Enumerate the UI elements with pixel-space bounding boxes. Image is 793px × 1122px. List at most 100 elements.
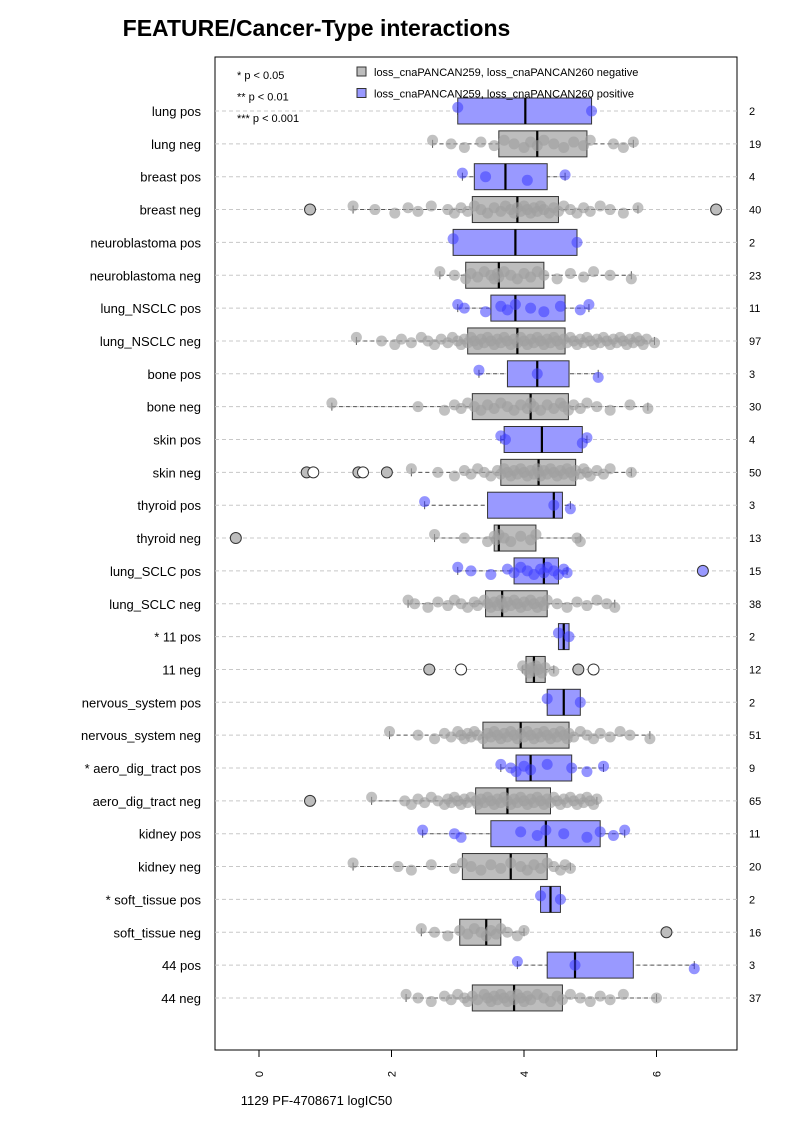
row-label: * aero_dig_tract pos — [85, 761, 202, 776]
data-point — [591, 594, 603, 606]
outlier-point — [587, 663, 600, 676]
data-point — [458, 532, 470, 544]
data-point — [574, 992, 586, 1004]
data-point — [480, 171, 492, 183]
row-count: 19 — [749, 139, 761, 151]
legend-group-label: loss_cnaPANCAN259, loss_cnaPANCAN260 pos… — [374, 89, 634, 101]
data-point — [688, 963, 700, 975]
data-point — [509, 299, 521, 310]
row-count: 12 — [749, 664, 761, 676]
data-point — [495, 862, 507, 874]
data-point — [619, 824, 631, 836]
data-point — [541, 594, 553, 606]
legend-significance: ** p < 0.01 — [237, 92, 289, 104]
row-label: lung neg — [151, 137, 201, 152]
data-point — [551, 598, 563, 610]
row-label: skin pos — [153, 433, 201, 448]
data-point — [405, 864, 417, 876]
data-point — [384, 726, 396, 738]
row-label: thyroid pos — [137, 498, 201, 513]
row-label: aero_dig_tract neg — [93, 794, 201, 809]
data-point — [625, 273, 637, 285]
row-count: 2 — [749, 697, 755, 709]
data-point — [350, 331, 362, 343]
data-point — [452, 101, 464, 113]
data-point — [581, 766, 593, 778]
data-point — [432, 466, 444, 478]
row-label: thyroid neg — [137, 531, 201, 546]
row-label: neuroblastoma pos — [90, 235, 201, 250]
data-point — [347, 200, 359, 212]
data-point — [559, 169, 571, 181]
data-point — [475, 136, 487, 148]
data-point — [427, 134, 439, 146]
data-point — [429, 733, 441, 745]
data-point — [558, 828, 570, 840]
data-point — [456, 167, 468, 179]
legend-significance: * p < 0.05 — [237, 70, 284, 82]
data-point — [458, 141, 470, 153]
outlier-point — [696, 564, 709, 577]
data-point — [594, 826, 606, 838]
data-point — [594, 990, 606, 1002]
data-point — [525, 764, 537, 776]
x-tick-label: 6 — [652, 1071, 664, 1077]
row-label: lung_SCLC pos — [110, 564, 202, 579]
data-point — [395, 333, 407, 345]
row-label: lung_SCLC neg — [109, 597, 201, 612]
row-count: 4 — [749, 172, 755, 184]
data-point — [574, 304, 586, 316]
data-point — [554, 300, 566, 312]
data-point — [415, 923, 427, 935]
data-point — [402, 202, 414, 214]
data-point — [518, 924, 530, 936]
data-point — [455, 831, 467, 843]
data-point — [541, 693, 553, 705]
row-count: 2 — [749, 894, 755, 906]
data-point — [568, 136, 580, 148]
x-tick-label: 4 — [519, 1071, 531, 1077]
data-point — [510, 766, 522, 778]
data-point — [574, 536, 586, 548]
row-count: 97 — [749, 336, 761, 348]
data-point — [563, 631, 575, 643]
data-point — [624, 399, 636, 411]
legend-group-label: loss_cnaPANCAN259, loss_cnaPANCAN260 neg… — [374, 67, 638, 79]
data-point — [571, 236, 583, 248]
data-point — [485, 569, 497, 580]
data-point — [558, 141, 570, 153]
row-count: 3 — [749, 960, 755, 972]
data-point — [617, 988, 629, 1000]
data-point — [604, 204, 616, 216]
box — [503, 426, 583, 453]
row-count: 50 — [749, 467, 761, 479]
row-label: breast pos — [140, 170, 201, 185]
row-label: 11 neg — [162, 662, 201, 677]
row-count: 40 — [749, 205, 761, 217]
data-point — [458, 302, 470, 314]
row-count: 11 — [749, 303, 760, 315]
data-point — [594, 200, 606, 212]
data-point — [505, 857, 517, 869]
row-label: nervous_system neg — [81, 728, 201, 743]
outlier-point — [357, 466, 370, 479]
data-point — [405, 337, 417, 349]
data-point — [604, 269, 616, 281]
data-point — [412, 729, 424, 741]
data-point — [473, 364, 485, 376]
data-point — [412, 205, 424, 217]
data-point — [581, 397, 593, 409]
data-point — [531, 830, 543, 841]
data-point — [515, 826, 527, 838]
data-point — [425, 200, 437, 212]
data-point — [508, 138, 520, 150]
row-count: 4 — [749, 435, 755, 447]
data-point — [604, 404, 616, 416]
row-label: * soft_tissue pos — [106, 892, 202, 907]
data-point — [607, 138, 619, 150]
row-count: 3 — [749, 500, 755, 512]
row-label: kidney pos — [139, 827, 202, 842]
legend-swatch — [356, 88, 367, 98]
data-point — [538, 134, 550, 146]
data-point — [538, 269, 550, 281]
